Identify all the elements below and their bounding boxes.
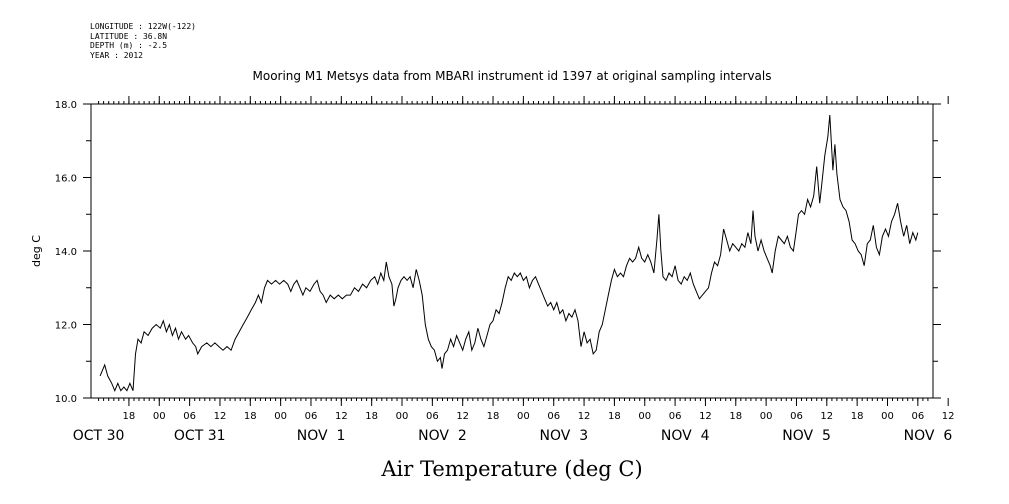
y-axis-label: deg C	[30, 235, 43, 267]
depth-line: DEPTH (m) : -2.5	[90, 41, 168, 50]
x-tick-label: 12	[942, 411, 955, 422]
x-tick-label: 18	[365, 411, 378, 422]
x-tick-label: 18	[487, 411, 500, 422]
x-tick-label: 00	[274, 411, 287, 422]
day-label: NOV 1	[297, 428, 346, 444]
x-tick-label: 12	[699, 411, 712, 422]
x-tick-label: 06	[669, 411, 682, 422]
x-tick-label: 06	[426, 411, 439, 422]
x-tick-label: 12	[335, 411, 348, 422]
chart-title: Mooring M1 Metsys data from MBARI instru…	[253, 69, 772, 83]
x-tick-label: 00	[517, 411, 530, 422]
x-tick-label: 12	[820, 411, 833, 422]
x-tick-label: 00	[760, 411, 773, 422]
metadata-block: LONGITUDE : 122W(-122) LATITUDE : 36.8N …	[90, 22, 196, 60]
day-label: NOV 5	[782, 428, 831, 444]
x-tick-label: 18	[123, 411, 136, 422]
x-tick-label: 18	[244, 411, 257, 422]
x-tick-label: 18	[608, 411, 621, 422]
x-tick-label: 06	[547, 411, 560, 422]
x-tick-label: 00	[881, 411, 894, 422]
x-tick-label: 12	[578, 411, 591, 422]
day-label: NOV 4	[661, 428, 710, 444]
minor-ticks	[98, 101, 929, 401]
day-label: NOV 6	[904, 428, 953, 444]
x-tick-label: 00	[638, 411, 651, 422]
hourly-tick-marks	[98, 101, 929, 401]
x-axis-label: Air Temperature (deg C)	[380, 457, 642, 481]
longitude-line: LONGITUDE : 122W(-122)	[90, 22, 196, 31]
x-tick-label: 06	[911, 411, 924, 422]
y-tick-label: 10.0	[55, 394, 77, 405]
day-label: OCT 30	[73, 428, 125, 444]
day-label: OCT 31	[174, 428, 226, 444]
y-tick-label: 14.0	[55, 247, 77, 258]
temperature-line	[99, 114, 919, 393]
x-tick-label: 06	[183, 411, 196, 422]
y-ticks: 10.0 12.0 14.0 16.0 18.0	[55, 100, 941, 405]
x-tick-label: 18	[851, 411, 864, 422]
day-label: NOV 3	[540, 428, 589, 444]
x-tick-label: 12	[214, 411, 227, 422]
x-tick-label: 06	[790, 411, 803, 422]
x-tick-label: 12	[456, 411, 469, 422]
x-tick-label: 00	[396, 411, 409, 422]
day-label: NOV 2	[418, 428, 467, 444]
x-ticks: 18 00 06 12 18 00 06 12 18 00 06 12 18 00 06 12 18 00 06 12…	[123, 96, 955, 422]
y-tick-label: 18.0	[55, 100, 77, 111]
plot-frame	[90, 103, 934, 399]
x-tick-label: 18	[729, 411, 742, 422]
year-line: YEAR : 2012	[90, 50, 143, 60]
y-tick-label: 12.0	[55, 321, 77, 332]
x-tick-label: 00	[153, 411, 166, 422]
x-tick-label: 06	[305, 411, 318, 422]
latitude-line: LATITUDE : 36.8N	[90, 31, 168, 41]
y-tick-label: 16.0	[55, 174, 77, 185]
day-labels: OCT 30 OCT 31 NOV 1 NOV 2 NOV 3 NOV 4 NOV 5 NOV…	[73, 428, 953, 444]
